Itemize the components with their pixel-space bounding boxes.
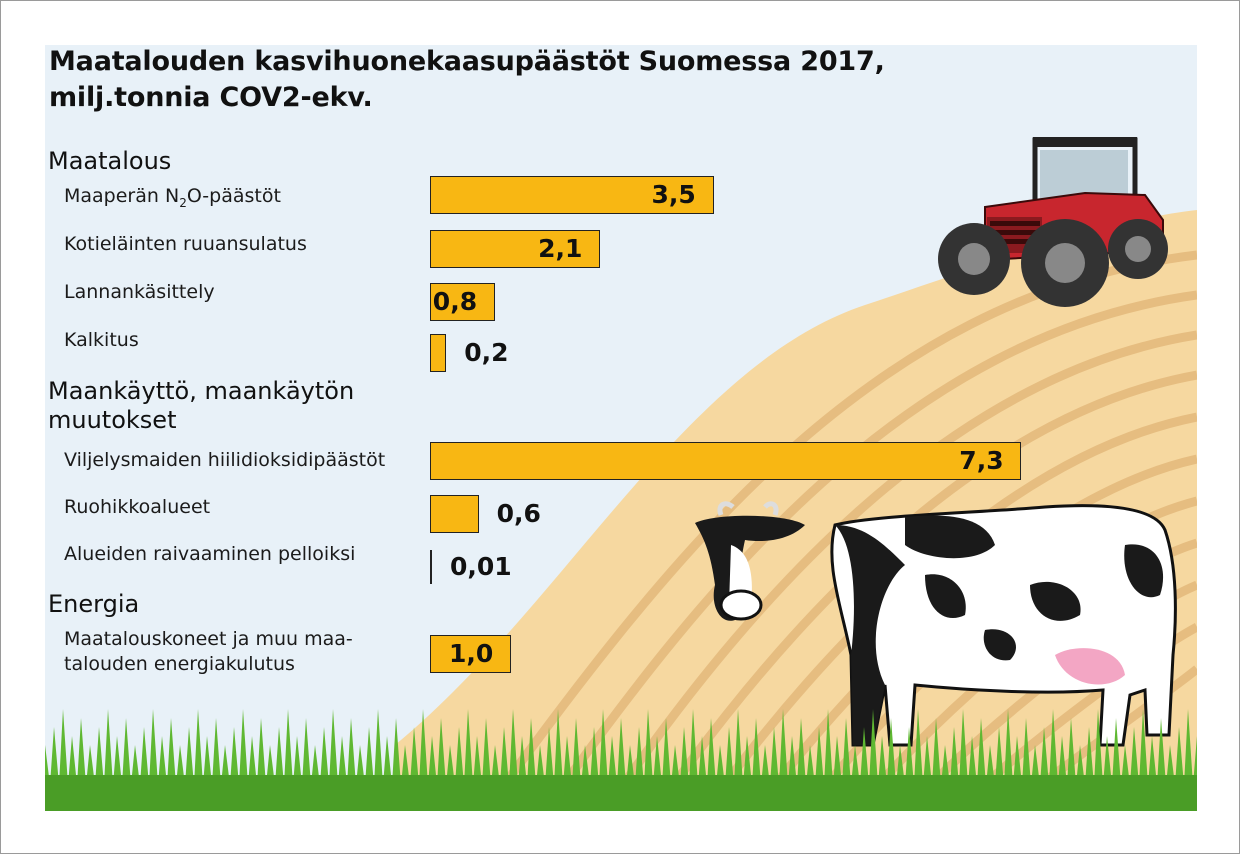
chart-canvas: Maatalouden kasvihuonekaasupäästöt Suome… (45, 45, 1197, 811)
bar (430, 635, 511, 673)
bar (430, 442, 1022, 480)
bar-value-label: 0,8 (432, 287, 478, 316)
bar-value-label: 0,01 (450, 552, 512, 581)
bar (430, 334, 447, 372)
bar-value-label: 2,1 (538, 234, 583, 263)
chart-title: Maatalouden kasvihuonekaasupäästöt Suome… (49, 46, 885, 77)
bar-label: Kotieläinten ruuansulatus (64, 233, 307, 255)
bar-label: Ruohikkoalueet (64, 496, 211, 518)
bar (430, 230, 601, 268)
bar-label: Viljelysmaiden hiilidioksidipäästöt (64, 449, 386, 471)
bar-label: Maaperän N2O-päästöt (64, 185, 281, 210)
grass-illustration (45, 709, 1197, 811)
bar-label: Alueiden raivaaminen pelloiksi (64, 543, 356, 565)
bar-value-label: 0,2 (464, 338, 509, 367)
bar-value-label: 1,0 (449, 639, 494, 668)
bar-label-line2: talouden energiakulutus (64, 653, 295, 675)
bar-value-label: 7,3 (959, 446, 1004, 475)
bar-value-label: 0,6 (496, 499, 541, 528)
group-label-maatalous: Maatalous (48, 147, 172, 175)
background-art (45, 137, 1197, 811)
bar (430, 550, 432, 584)
bar (430, 495, 479, 533)
bar (430, 176, 714, 214)
chart-subtitle: milj.tonnia COV2-ekv. (49, 82, 373, 113)
group-label-maankaytto-1: Maankäyttö, maankäytön (48, 377, 355, 405)
bar-label-line1: Maatalouskoneet ja muu maa- (64, 628, 353, 650)
bar-value-label: 3,5 (651, 180, 696, 209)
bar-label: Kalkitus (64, 329, 139, 351)
bar-label: Lannankäsittely (64, 281, 215, 303)
group-label-energia: Energia (48, 590, 140, 618)
cow-illustration (695, 501, 1177, 747)
group-label-maankaytto-2: muutokset (48, 406, 177, 434)
tractor-illustration (938, 137, 1168, 307)
bar (430, 283, 495, 321)
